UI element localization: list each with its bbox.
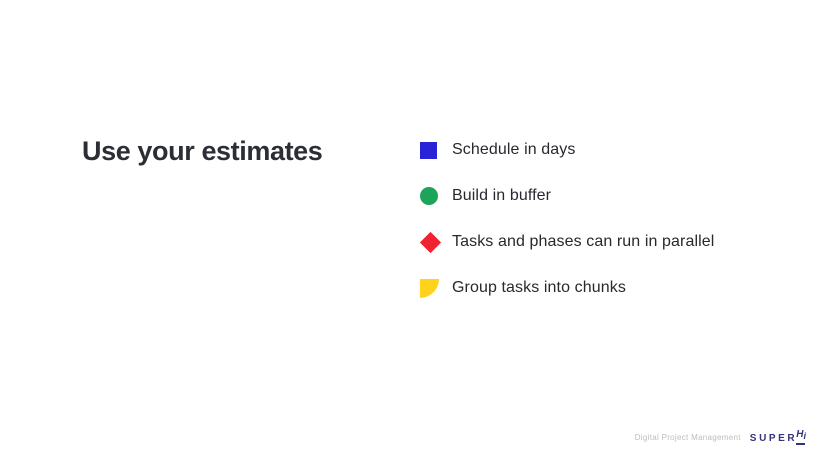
- yellow-quarter-icon: [420, 278, 439, 298]
- blue-square-icon: [420, 141, 437, 159]
- logo-i-letter: i: [803, 431, 806, 441]
- list-item: Tasks and phases can run in parallel: [419, 231, 715, 253]
- bullet-marker-wrap: [419, 231, 452, 253]
- logo-hi-mark: Hi: [796, 428, 806, 446]
- list-item: Schedule in days: [420, 140, 714, 160]
- red-diamond-icon: [419, 231, 442, 253]
- bullet-marker-wrap: [420, 187, 452, 205]
- list-item: Build in buffer: [420, 186, 714, 206]
- bullet-label: Build in buffer: [452, 187, 552, 204]
- bullet-marker-wrap: [420, 278, 452, 298]
- logo-super-text: SUPER: [749, 433, 798, 444]
- bullet-label: Group tasks into chunks: [452, 279, 626, 296]
- bullet-label: Schedule in days: [452, 141, 576, 158]
- green-circle-icon: [420, 187, 438, 205]
- bullet-label: Tasks and phases can run in parallel: [452, 233, 715, 250]
- course-caption: Digital Project Management: [634, 432, 741, 442]
- logo-h-letter: H: [796, 429, 804, 440]
- footer: Digital Project Management SUPER Hi: [635, 428, 806, 446]
- superhi-logo: SUPER Hi: [750, 428, 806, 446]
- bullet-marker-wrap: [420, 141, 452, 159]
- list-item: Group tasks into chunks: [420, 278, 714, 298]
- bullet-list: Schedule in days Build in buffer Tasks a…: [419, 140, 715, 324]
- page-title: Use your estimates: [82, 136, 323, 166]
